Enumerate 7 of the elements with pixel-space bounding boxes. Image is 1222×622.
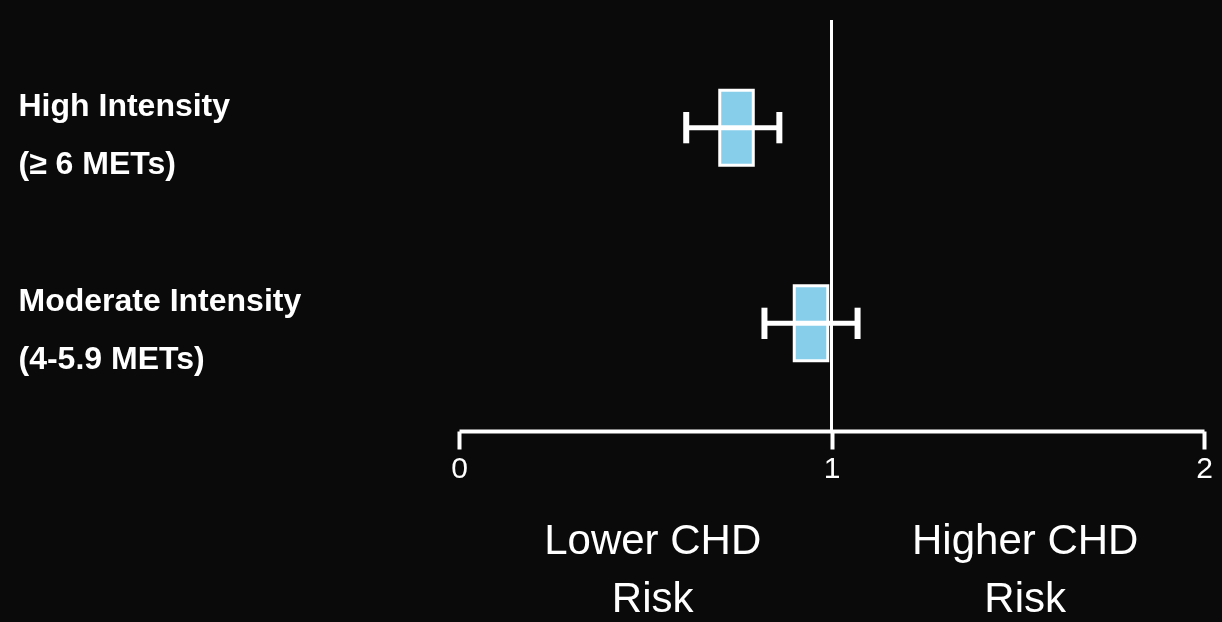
text: Lower CHD Risk xyxy=(544,516,762,621)
y-tick-label: High Intensity (≥ 6 METs) xyxy=(18,86,231,181)
x-tick-label: 1 xyxy=(823,450,841,484)
y-tick-label: Moderate Intensity (4-5.9 METs) xyxy=(18,282,302,377)
text: Higher CHD Risk xyxy=(912,516,1139,621)
x-tick-label: 0 xyxy=(451,450,468,484)
x-tick-label: 2 xyxy=(1196,450,1213,484)
